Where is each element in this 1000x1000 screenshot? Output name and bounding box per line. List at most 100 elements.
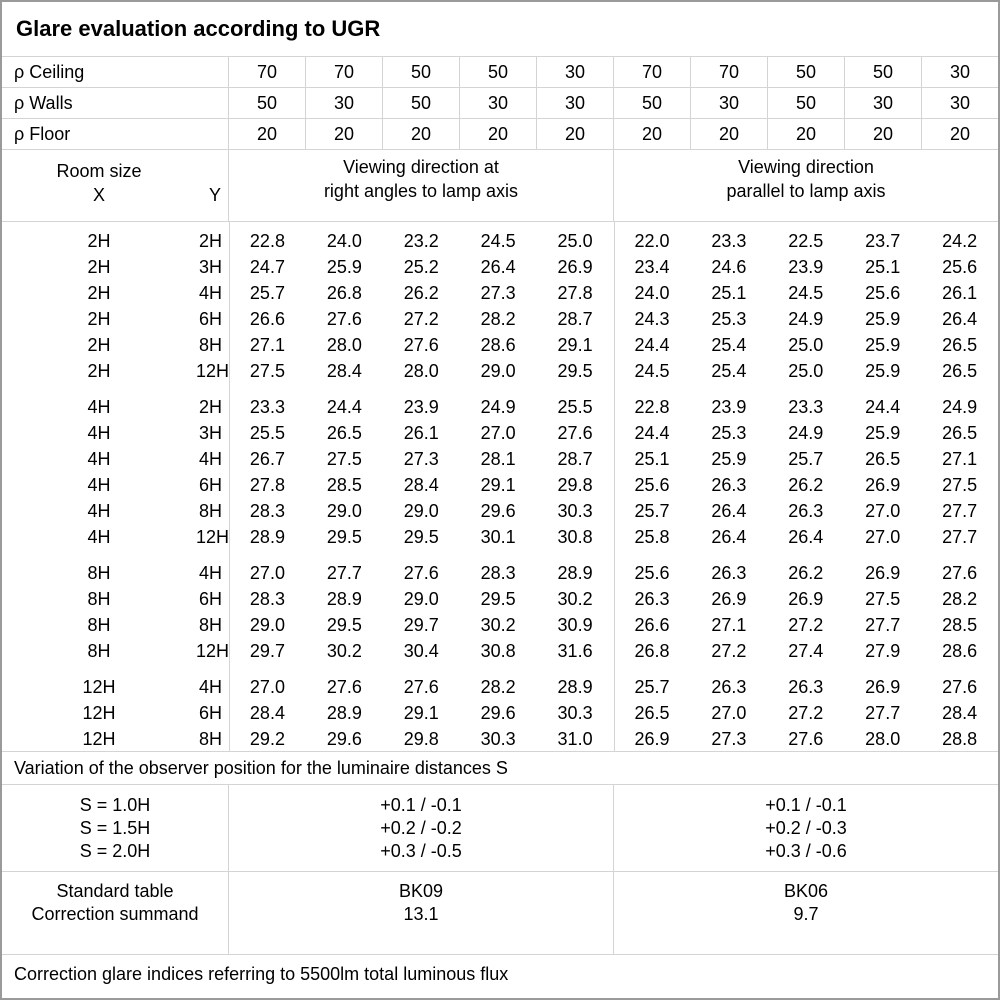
ugr-value: 29.0 [403, 589, 439, 609]
reflectance-row: ρ Ceiling 70 70 50 50 30 70 70 50 50 30 [2, 57, 998, 88]
ugr-value: 26.9 [865, 677, 901, 697]
ugr-value: 24.9 [788, 423, 824, 443]
s-correction-value: +0.2 / -0.2 [380, 817, 462, 838]
ugr-value: 27.6 [403, 563, 439, 583]
ugr-value: 26.9 [557, 257, 593, 277]
reflectance-value: 20 [383, 119, 460, 149]
ugr-value: 24.4 [634, 423, 670, 443]
room-y-value: 8H [198, 335, 222, 355]
ugr-value: 26.4 [942, 309, 978, 329]
ugr-value: 26.3 [711, 677, 747, 697]
room-x-value: 2H [87, 361, 111, 381]
ugr-value: 28.9 [326, 589, 362, 609]
ugr-value: 26.4 [711, 501, 747, 521]
ugr-value: 25.9 [865, 309, 901, 329]
ugr-value: 23.4 [634, 257, 670, 277]
ugr-value: 29.0 [326, 501, 362, 521]
ugr-value: 30.3 [557, 703, 593, 723]
ugr-value: 23.2 [403, 231, 439, 251]
reflectance-value: 30 [949, 61, 971, 82]
summary-section: Standard table Correction summand BK09 1… [2, 872, 998, 955]
room-size-block: 4H 2H 23.3 24.4 23.9 24.9 25.5 22.8 23.9 23.3 24.4… [2, 394, 998, 550]
ugr-value: 27.7 [942, 501, 978, 521]
reflectance-row-label: ρ Ceiling [2, 57, 229, 87]
ugr-value: 27.0 [249, 563, 285, 583]
room-x-value: 4H [87, 449, 111, 469]
ugr-value: 23.3 [249, 397, 285, 417]
ugr-value: 26.4 [711, 527, 747, 547]
table-row: 2H 6H 26.6 27.6 27.2 28.2 28.7 24.3 25.3 24.9 25.9… [2, 306, 998, 332]
reflectance-value: 50 [768, 88, 845, 118]
ugr-value: 26.5 [326, 423, 362, 443]
ugr-value: 24.9 [942, 397, 978, 417]
ugr-value: 29.8 [403, 729, 439, 749]
room-x-label: X [92, 184, 105, 205]
ugr-value: 24.4 [634, 335, 670, 355]
reflectance-value: 20 [768, 119, 845, 149]
ugr-value: 23.9 [788, 257, 824, 277]
ugr-value: 23.3 [788, 397, 824, 417]
ugr-value: 29.5 [557, 361, 593, 381]
ugr-value: 27.9 [865, 641, 901, 661]
room-x-value: 8H [87, 563, 111, 583]
room-y-label: Y [208, 184, 221, 205]
footer-note-row: Correction glare indices referring to 55… [2, 955, 998, 998]
ugr-value: 29.7 [403, 615, 439, 635]
reflectance-value: 70 [691, 57, 768, 87]
variation-note-row: Variation of the observer position for t… [2, 752, 998, 785]
room-x-value: 4H [87, 397, 111, 417]
ugr-value: 26.3 [634, 589, 670, 609]
table-row: 2H 4H 25.7 26.8 26.2 27.3 27.8 24.0 25.1 24.5 25.6… [2, 280, 998, 306]
room-y-value: 4H [198, 449, 222, 469]
ugr-value: 24.0 [326, 231, 362, 251]
ugr-value: 25.3 [711, 423, 747, 443]
ugr-value: 24.0 [634, 283, 670, 303]
ugr-value: 27.6 [403, 335, 439, 355]
ugr-value: 26.8 [634, 641, 670, 661]
ugr-value: 24.9 [480, 397, 516, 417]
ugr-value: 28.0 [403, 361, 439, 381]
group-header-parallel: Viewing direction parallel to lamp axis [614, 150, 998, 221]
ugr-value: 25.5 [557, 397, 593, 417]
ugr-value: 26.2 [403, 283, 439, 303]
ugr-value: 26.6 [249, 309, 285, 329]
ugr-value: 28.0 [865, 729, 901, 749]
reflectance-value: 20 [460, 119, 537, 149]
room-x-value: 12H [82, 703, 116, 723]
room-x-value: 2H [87, 257, 111, 277]
ugr-value: 27.7 [326, 563, 362, 583]
ugr-value: 26.3 [711, 563, 747, 583]
room-y-value: 4H [198, 563, 222, 583]
ugr-value: 29.1 [403, 703, 439, 723]
room-x-value: 4H [87, 527, 111, 547]
reflectance-value: 50 [768, 57, 845, 87]
group-header-line: right angles to lamp axis [323, 180, 519, 201]
ugr-value: 27.2 [788, 615, 824, 635]
s-correction-value: +0.3 / -0.5 [380, 840, 462, 861]
ugr-value: 24.5 [788, 283, 824, 303]
ugr-value: 26.4 [788, 527, 824, 547]
ugr-value: 25.7 [634, 501, 670, 521]
correction-summand-value: 13.1 [403, 904, 439, 924]
reflectance-value: 70 [306, 57, 383, 87]
ugr-value: 25.6 [634, 563, 670, 583]
group-header-line: parallel to lamp axis [726, 180, 886, 201]
room-x-value: 8H [87, 641, 111, 661]
ugr-value: 24.9 [788, 309, 824, 329]
ugr-value: 25.9 [865, 361, 901, 381]
ugr-value: 26.3 [788, 501, 824, 521]
ugr-value: 27.1 [711, 615, 747, 635]
reflectance-value: 20 [691, 119, 768, 149]
ugr-value: 29.5 [403, 527, 439, 547]
room-y-value: 2H [198, 231, 222, 251]
ugr-value: 27.3 [711, 729, 747, 749]
ugr-value: 24.5 [480, 231, 516, 251]
ugr-value: 25.2 [403, 257, 439, 277]
ugr-value: 28.1 [480, 449, 516, 469]
ugr-value: 27.6 [788, 729, 824, 749]
group-divider [614, 222, 615, 751]
reflectance-value: 20 [537, 119, 614, 149]
reflectance-row: ρ Walls 50 30 50 30 30 50 30 50 30 30 [2, 88, 998, 119]
standard-table-label: Standard table [56, 881, 174, 901]
reflectance-value: 30 [691, 88, 768, 118]
